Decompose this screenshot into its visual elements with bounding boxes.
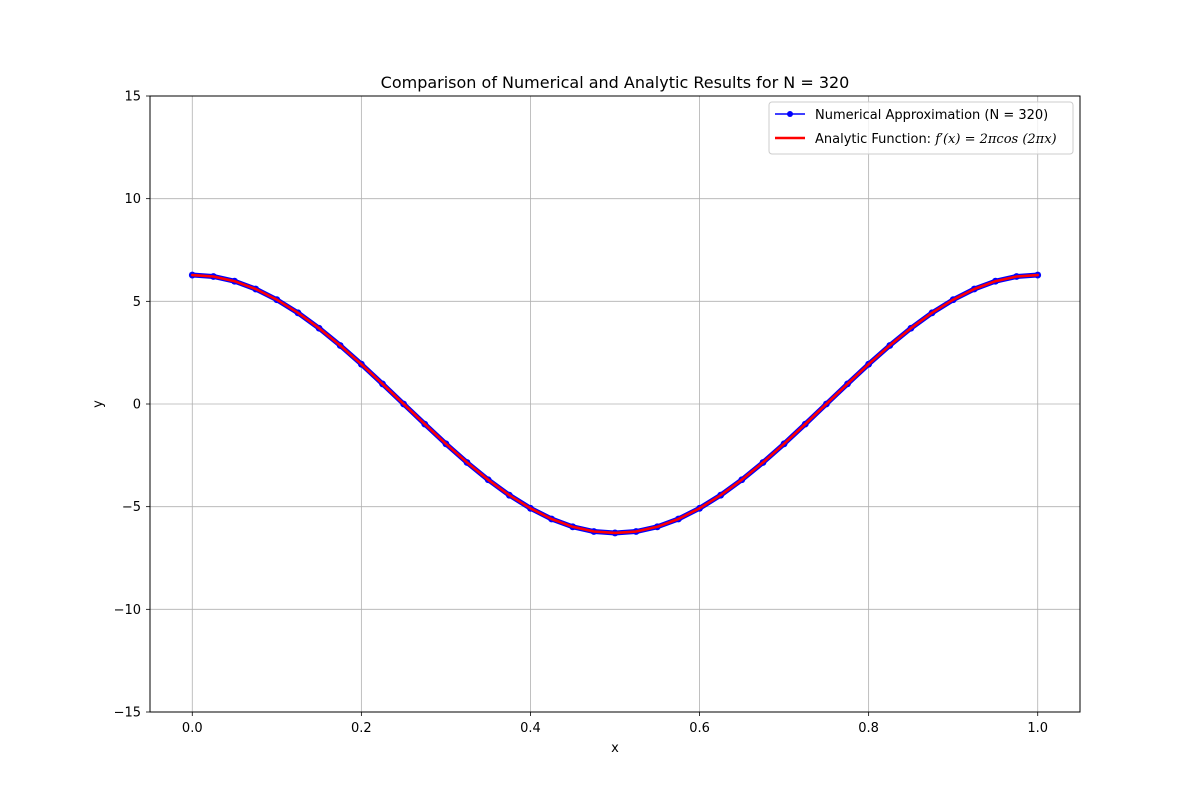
y-tick-label: 0 [133, 398, 141, 413]
axis-ticks: 0.0 0.2 0.4 0.6 0.8 1.0 −15 −10 −5 0 5 10 15 [114, 90, 1049, 737]
x-tick-label: 0.0 [182, 721, 203, 736]
x-tick-label: 0.2 [351, 721, 372, 736]
legend-label-analytic-formula: f′(x) = 2πcos (2πx) [934, 132, 1056, 147]
legend: Numerical Approximation (N = 320) Analyt… [768, 101, 1074, 155]
plot-area [188, 271, 1042, 537]
y-tick-label: 10 [124, 192, 141, 207]
y-tick-label: −15 [114, 706, 141, 721]
y-tick-label: −5 [122, 500, 141, 515]
x-tick-label: 0.8 [858, 721, 879, 736]
analytic-series-line [190, 273, 1040, 535]
legend-box [768, 101, 1074, 155]
y-tick-label: −10 [114, 603, 141, 618]
y-axis-label: y [91, 400, 106, 408]
y-tick-label: 5 [133, 295, 141, 310]
legend-label-analytic: Analytic Function: f′(x) = 2πcos (2πx) [815, 132, 1057, 147]
legend-label-numerical: Numerical Approximation (N = 320) [815, 108, 1048, 123]
legend-marker-numerical [787, 111, 793, 117]
x-tick-label: 1.0 [1027, 721, 1048, 736]
x-tick-label: 0.4 [520, 721, 541, 736]
y-tick-label: 15 [124, 90, 141, 105]
chart-title: Comparison of Numerical and Analytic Res… [381, 73, 850, 92]
x-axis-label: x [611, 741, 619, 756]
grid-lines [150, 95, 1080, 713]
x-tick-label: 0.6 [689, 721, 710, 736]
legend-label-analytic-name: Analytic Function: [815, 132, 935, 147]
